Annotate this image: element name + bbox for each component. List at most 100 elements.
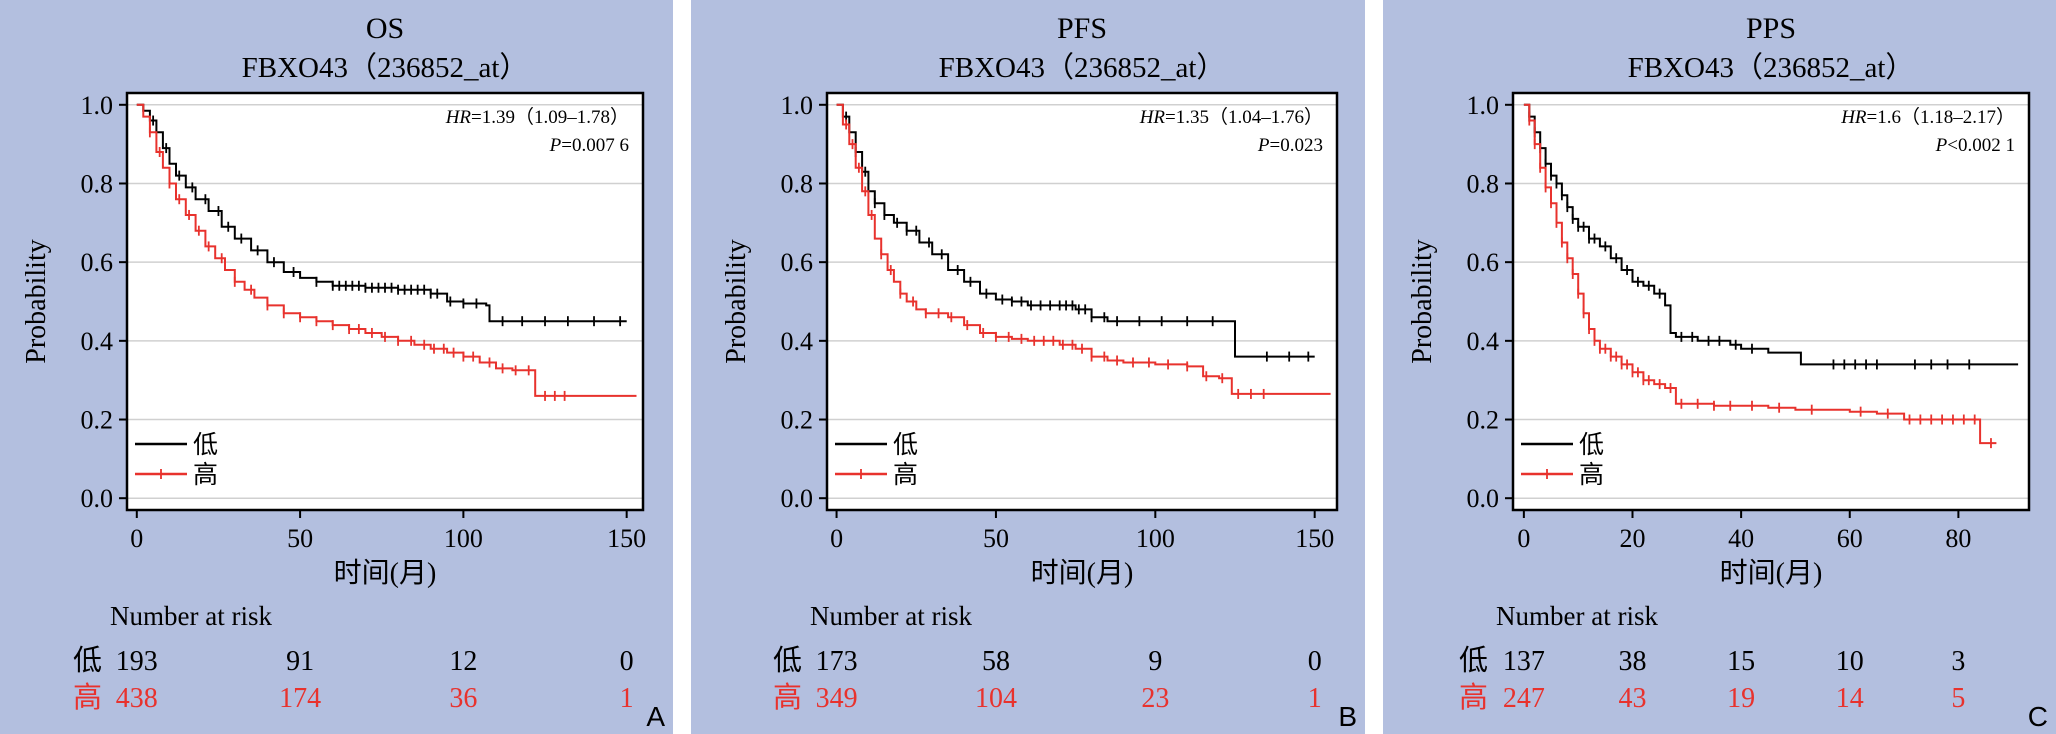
risk-table-heading: Number at risk: [810, 601, 972, 631]
risk-row-label: 低: [1459, 644, 1488, 677]
y-tick-label: 1.0: [781, 91, 814, 120]
risk-count: 14: [1836, 683, 1864, 714]
x-tick-label: 50: [983, 524, 1009, 553]
risk-row-label: 高: [73, 681, 102, 714]
x-tick-label: 0: [130, 524, 143, 553]
x-tick-label: 40: [1728, 524, 1754, 553]
series-0: [1523, 103, 2019, 370]
chart-subtitle: FBXO43（236852_at）: [1628, 52, 1915, 84]
hr-label: HR: [1840, 107, 1867, 128]
x-axis-label: 时间(月): [1720, 557, 1823, 589]
plot-area: [1513, 93, 2029, 510]
legend-item: 低: [135, 431, 218, 459]
risk-row-label: 高: [773, 681, 802, 714]
series-line: [836, 103, 1331, 395]
y-tick-label: 0.8: [1467, 169, 1500, 198]
legend-item: 高: [1521, 461, 1604, 489]
risk-count: 38: [1618, 646, 1646, 677]
p-label: P: [1257, 135, 1270, 156]
risk-row-label: 高: [1459, 681, 1488, 714]
risk-count: 19: [1727, 683, 1755, 714]
legend-item: 高: [135, 461, 218, 489]
y-tick-label: 0.6: [81, 248, 114, 277]
legend-label: 低: [1579, 431, 1604, 459]
hr-label: HR: [445, 107, 472, 128]
p-label: P: [1935, 135, 1948, 156]
p-value: <0.002 1: [1947, 135, 2015, 156]
series-line: [836, 103, 1315, 358]
risk-row-label: 低: [773, 644, 802, 677]
chart-title: PFS: [1057, 12, 1107, 45]
hr-label: HR: [1139, 107, 1166, 128]
x-tick-label: 150: [607, 524, 646, 553]
risk-table-heading: Number at risk: [110, 601, 272, 631]
x-tick-label: 50: [287, 524, 313, 553]
plot-frame: [825, 91, 1339, 512]
risk-count: 438: [116, 683, 158, 714]
risk-count: 36: [449, 683, 477, 714]
y-tick-label: 0.2: [781, 406, 814, 435]
series-0: [836, 103, 1315, 362]
y-tick-label: 0.4: [81, 327, 114, 356]
y-tick-label: 0.8: [781, 169, 814, 198]
x-axis-label: 时间(月): [1031, 557, 1134, 589]
risk-count: 0: [1308, 646, 1322, 677]
risk-count: 104: [975, 683, 1017, 714]
chart-subtitle: FBXO43（236852_at）: [939, 52, 1226, 84]
risk-count: 193: [116, 646, 158, 677]
risk-count: 5: [1951, 683, 1965, 714]
chart-pfs: PFS FBXO43（236852_at） 0.0 0.2 0.4 0.6 0.8 1.0 0 5…: [721, 12, 1357, 732]
x-tick-label: 0: [1517, 524, 1530, 553]
panel-letter: C: [2028, 701, 2048, 732]
x-axis-label: 时间(月): [334, 557, 437, 589]
series-0: [136, 103, 627, 327]
risk-table-heading: Number at risk: [1496, 601, 1658, 631]
chart-pps: PPS FBXO43（236852_at） 0.0 0.2 0.4 0.6 0.8 1.0 0 2…: [1407, 12, 2048, 732]
hr-annotation: HR=1.35（1.04–1.76）: [1139, 106, 1323, 128]
x-tick-label: 0: [830, 524, 843, 553]
y-tick-label: 0.2: [81, 406, 114, 435]
legend-label: 低: [893, 431, 918, 459]
hr-annotation: HR=1.6（1.18–2.17）: [1840, 106, 2015, 128]
y-tick-label: 1.0: [1467, 91, 1500, 120]
x-tick-label: 60: [1837, 524, 1863, 553]
legend-label: 高: [193, 461, 218, 489]
p-value: =0.007 6: [561, 135, 629, 156]
risk-count: 1: [1308, 683, 1322, 714]
y-tick-label: 0.0: [781, 484, 814, 513]
risk-count: 15: [1727, 646, 1755, 677]
legend-item: 高: [835, 461, 918, 489]
panel-letter: A: [646, 701, 665, 732]
risk-count: 3: [1951, 646, 1965, 677]
risk-row-label: 低: [73, 644, 102, 677]
legend-label: 高: [1579, 461, 1604, 489]
panel-c: PPS FBXO43（236852_at） 0.0 0.2 0.4 0.6 0.8 1.0 0 2…: [1383, 0, 2056, 734]
series-line: [136, 103, 627, 323]
hr-annotation: HR=1.39（1.09–1.78）: [445, 106, 629, 128]
p-annotation: P=0.007 6: [549, 135, 629, 156]
risk-count: 10: [1836, 646, 1864, 677]
risk-count: 1: [620, 683, 634, 714]
risk-count: 43: [1618, 683, 1646, 714]
risk-count: 58: [982, 646, 1010, 677]
risk-count: 349: [816, 683, 858, 714]
legend-item: 低: [1521, 431, 1604, 459]
risk-count: 9: [1148, 646, 1162, 677]
risk-count: 173: [816, 646, 858, 677]
p-annotation: P=0.023: [1257, 135, 1323, 156]
risk-count: 23: [1141, 683, 1169, 714]
y-tick-label: 1.0: [81, 91, 114, 120]
panel-letter: B: [1338, 701, 1357, 732]
y-tick-label: 0.6: [1467, 248, 1500, 277]
plot-frame: [125, 91, 645, 512]
y-axis-label: Probability: [21, 239, 52, 363]
y-tick-label: 0.0: [1467, 484, 1500, 513]
risk-count: 12: [449, 646, 477, 677]
x-tick-label: 20: [1619, 524, 1645, 553]
risk-count: 247: [1503, 683, 1545, 714]
y-axis-label: Probability: [721, 239, 752, 363]
y-tick-label: 0.6: [781, 248, 814, 277]
legend-label: 高: [893, 461, 918, 489]
panel-b: PFS FBXO43（236852_at） 0.0 0.2 0.4 0.6 0.8 1.0 0 5…: [691, 0, 1365, 734]
